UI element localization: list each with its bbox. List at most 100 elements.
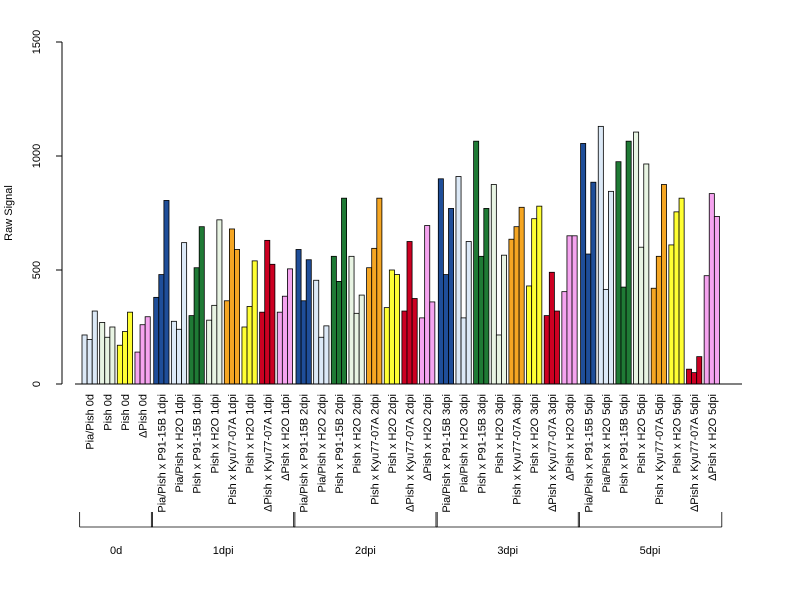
bar xyxy=(104,336,111,385)
bar xyxy=(419,317,426,385)
x-tick-label: Pish x Kyu77-07A 2dpi xyxy=(369,394,381,505)
x-tick-label: Pish x P91-15B 3dpi xyxy=(476,394,488,494)
bar xyxy=(429,301,436,385)
group-brackets: 0d 1dpi 2dpi 3dpi 5dpi xyxy=(79,512,723,557)
x-tick-label: Pish x H2O 3dpi xyxy=(494,394,506,473)
group-label: 0d xyxy=(110,545,122,557)
x-tick-label: Pia/Pish x H2O 5dpi xyxy=(601,394,613,492)
bar xyxy=(341,197,347,385)
x-tick-label: Pia/Pish x P91-15B 1dpi xyxy=(156,394,168,513)
bar xyxy=(460,317,467,385)
y-tick-label: 0 xyxy=(31,381,43,387)
bar xyxy=(703,275,710,385)
x-tick-label: Pish x Kyu77-07A 5dpi xyxy=(654,394,666,505)
bar xyxy=(318,336,325,385)
y-tick-label: 1500 xyxy=(31,30,43,54)
bar xyxy=(139,324,146,385)
x-tick-label: ΔPish x H2O 5dpi xyxy=(707,394,719,481)
bar xyxy=(228,228,235,385)
bar xyxy=(548,271,555,385)
bar xyxy=(608,190,614,385)
bar xyxy=(518,206,525,385)
bar xyxy=(615,161,622,385)
bar xyxy=(300,300,307,385)
bar xyxy=(394,274,400,385)
bar xyxy=(708,193,715,385)
group-label: 3dpi xyxy=(497,545,518,557)
x-tick-label: Pish x H2O 3dpi xyxy=(529,394,541,473)
bar xyxy=(366,267,373,385)
bar xyxy=(437,178,444,385)
bar xyxy=(181,242,188,385)
bar xyxy=(602,288,609,385)
bar xyxy=(86,339,93,385)
bar xyxy=(335,280,342,385)
bar xyxy=(691,372,698,385)
bar xyxy=(580,143,587,385)
bar xyxy=(91,310,98,385)
bar xyxy=(170,320,177,385)
x-tick-label: ΔPish x Kyu77-07A 2dpi xyxy=(405,394,417,512)
bar xyxy=(251,260,258,385)
bar xyxy=(287,268,293,385)
x-tick-label: Pish x P91-15B 5dpi xyxy=(619,394,631,494)
bar xyxy=(276,311,283,385)
y-tick-label: 1000 xyxy=(31,144,43,168)
bar xyxy=(526,285,533,385)
bar xyxy=(313,279,320,385)
bar xyxy=(241,326,248,385)
group-label: 2dpi xyxy=(355,545,376,557)
bar xyxy=(531,218,538,385)
x-tick-label: Pish 0d xyxy=(102,394,114,431)
x-tick-label: ΔPish x H2O 3dpi xyxy=(565,394,577,481)
bar xyxy=(650,287,657,385)
x-tick-label: Pia/Pish x H2O 1dpi xyxy=(174,394,186,492)
bar xyxy=(223,300,230,385)
x-tick-label: Pish x P91-15B 1dpi xyxy=(192,394,204,494)
bar xyxy=(473,140,480,385)
bar xyxy=(116,344,123,385)
bar xyxy=(109,326,116,385)
x-tick-label: ΔPish x Kyu77-07A 3dpi xyxy=(547,394,559,512)
x-tick-label: ΔPish x H2O 2dpi xyxy=(422,394,434,481)
x-tick-label: Pish x H2O 1dpi xyxy=(209,394,221,473)
bar xyxy=(465,241,472,385)
bar xyxy=(590,181,597,385)
bar xyxy=(424,225,431,385)
bar xyxy=(495,334,502,385)
y-tick-label: 500 xyxy=(31,261,43,279)
x-tick-label: Pish x H2O 2dpi xyxy=(387,394,399,473)
bar xyxy=(246,306,253,385)
x-tick-label: Pia/Pish x P91-15B 3dpi xyxy=(441,394,453,513)
bar xyxy=(81,334,88,385)
bar xyxy=(508,238,515,385)
bar xyxy=(673,211,680,385)
bar xyxy=(455,176,462,385)
group-label: 5dpi xyxy=(640,545,661,557)
bar xyxy=(566,235,573,385)
bar xyxy=(655,255,662,385)
x-tick-label: Pish x Kyu77-07A 3dpi xyxy=(512,394,524,505)
bar xyxy=(153,296,160,385)
group-label: 1dpi xyxy=(213,545,234,557)
y-axis-label: Raw Signal xyxy=(3,185,15,241)
bar xyxy=(411,298,418,385)
bar xyxy=(163,200,170,385)
bar xyxy=(686,368,692,385)
bar xyxy=(571,235,578,385)
bar xyxy=(597,125,604,385)
x-tick-label: Pish x H2O 5dpi xyxy=(672,394,684,473)
bar xyxy=(158,274,165,385)
bar xyxy=(501,254,507,385)
bar xyxy=(483,208,490,385)
bar xyxy=(661,184,667,385)
x-tick-label: Pish 0d xyxy=(120,394,132,431)
bar xyxy=(620,286,627,385)
bar xyxy=(188,315,195,385)
bar xyxy=(305,259,312,385)
x-tick-label: ΔPish x H2O 1dpi xyxy=(280,394,292,481)
bar xyxy=(678,197,685,385)
bars xyxy=(81,125,720,385)
bar xyxy=(625,140,632,385)
bar xyxy=(99,322,106,385)
